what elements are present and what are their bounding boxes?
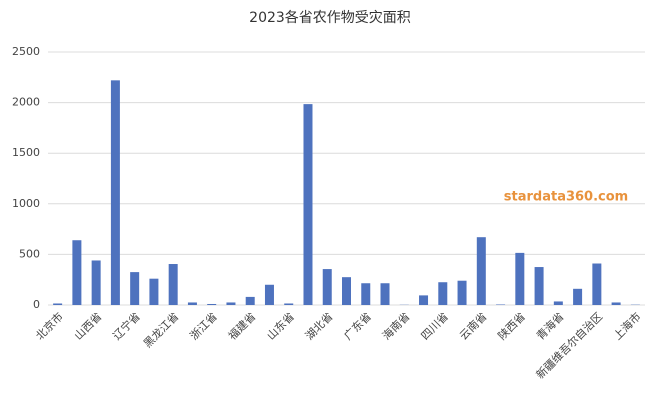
bar [168, 264, 178, 305]
y-tick-label: 500 [19, 247, 40, 260]
bar [322, 269, 332, 305]
bar [303, 104, 313, 305]
x-tick-label: 四川省 [419, 310, 452, 343]
bar [226, 302, 236, 305]
x-tick-label: 上海市 [610, 309, 643, 342]
x-tick-label: 山西省 [72, 310, 105, 343]
y-tick-label: 1500 [12, 146, 40, 159]
x-tick-label: 黑龙江省 [141, 310, 181, 350]
x-tick-label: 新疆维吾尔自治区 [533, 309, 605, 381]
bar [592, 263, 602, 305]
x-tick-label: 北京市 [33, 309, 66, 342]
y-tick-label: 1000 [12, 197, 40, 210]
y-tick-label: 2500 [12, 45, 40, 58]
bar [207, 303, 217, 305]
bar [438, 282, 448, 305]
bar [91, 260, 101, 305]
bar [515, 252, 525, 305]
bar [534, 267, 544, 305]
x-tick-label: 海南省 [379, 309, 412, 342]
watermark: stardata360.com [504, 190, 628, 205]
x-tick-label: 浙江省 [187, 310, 220, 343]
x-tick-label: 陕西省 [495, 309, 528, 342]
bar [245, 296, 255, 305]
bar [110, 80, 120, 305]
bar [149, 278, 159, 305]
x-tick-label: 湖北省 [303, 310, 336, 343]
x-tick-label: 辽宁省 [110, 309, 143, 342]
bar [72, 240, 82, 305]
bar [130, 272, 140, 305]
bar [380, 283, 390, 305]
x-tick-label: 山东省 [264, 310, 297, 343]
y-tick-label: 0 [33, 298, 40, 311]
bar [419, 295, 429, 305]
x-tick-label: 广东省 [341, 310, 374, 343]
bar [476, 237, 486, 305]
bar [573, 288, 583, 305]
bar [361, 283, 371, 305]
bar [611, 302, 621, 305]
x-tick-label: 青海省 [533, 309, 566, 342]
y-tick-label: 2000 [12, 96, 40, 109]
x-tick-label: 福建省 [225, 309, 258, 342]
bar [496, 304, 506, 305]
bar [457, 280, 467, 305]
bar [53, 303, 63, 305]
bar [284, 303, 294, 305]
chart-title: 2023各省农作物受灾面积 [249, 9, 411, 26]
bar [342, 277, 351, 305]
bar [553, 301, 563, 305]
x-tick-label: 云南省 [457, 310, 490, 343]
bar [264, 284, 274, 305]
bar [187, 302, 197, 305]
